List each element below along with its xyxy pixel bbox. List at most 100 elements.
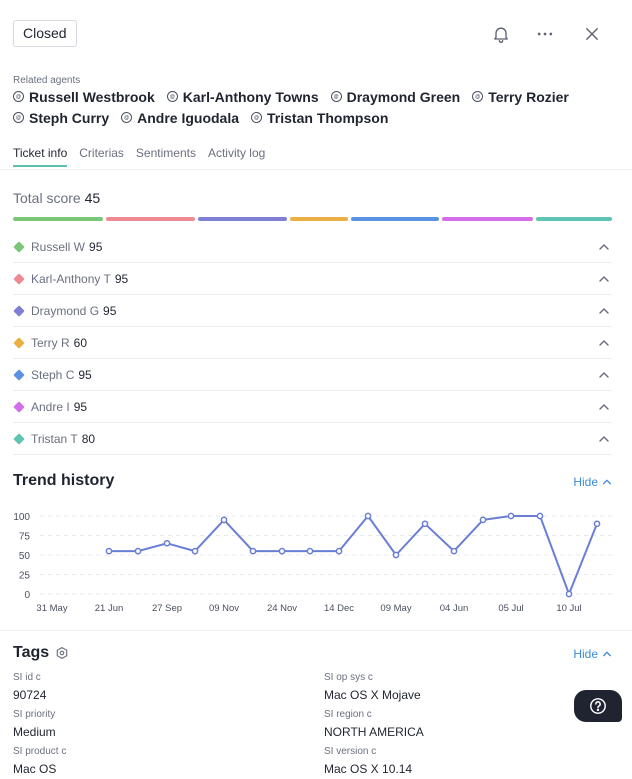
trend-line: [109, 515, 598, 595]
score-value: 95: [73, 399, 88, 414]
score-bar-segment: [197, 217, 288, 221]
score-row[interactable]: Tristan T 80: [13, 423, 612, 455]
score-agent-name: Steph C: [31, 367, 75, 382]
diamond-icon: [13, 400, 25, 413]
trend-hide-button[interactable]: Hide: [573, 475, 612, 489]
score-row[interactable]: Terry R 60: [13, 327, 612, 359]
trend-point[interactable]: [536, 512, 544, 520]
score-agent-name: Andre I: [31, 399, 70, 414]
trend-point[interactable]: [278, 547, 286, 555]
tags-title-label: Tags: [13, 644, 50, 661]
trend-point[interactable]: [220, 516, 228, 524]
trend-history-chart: 100 75 50 25 0 31 May 21 Jun 27 Sep 09 Nov 24 Nov…: [13, 512, 612, 614]
score-agent-name: Draymond G: [31, 303, 100, 318]
total-score-label: Total score: [13, 190, 81, 206]
agent-icon: @: [166, 91, 178, 102]
trend-point[interactable]: [421, 520, 429, 528]
trend-point[interactable]: [593, 520, 601, 528]
trend-point[interactable]: [335, 547, 343, 555]
related-agents-list: @ Russell Westbrook @ Karl-Anthony Towns @…: [13, 86, 613, 128]
close-icon[interactable]: [580, 22, 604, 46]
tag-item: SI id c 90724: [13, 672, 46, 703]
score-row[interactable]: Steph C 95: [13, 359, 612, 391]
tab-ticket-info[interactable]: Ticket info: [13, 145, 68, 169]
diamond-icon: [13, 432, 25, 445]
more-horizontal-icon[interactable]: [533, 22, 557, 46]
tags-hide-label: Hide: [573, 647, 598, 661]
chevron-up-icon[interactable]: [598, 369, 610, 381]
agent-chip[interactable]: @ Draymond Green: [330, 89, 460, 105]
diamond-icon: [13, 336, 25, 349]
total-score: Total score 45: [13, 190, 100, 206]
chevron-up-icon[interactable]: [598, 241, 610, 253]
trend-point[interactable]: [364, 512, 372, 520]
x-tick-label: 05 Jul: [498, 603, 523, 614]
score-bar-segment: [442, 217, 533, 221]
trend-point[interactable]: [163, 539, 171, 547]
chevron-up-icon[interactable]: [598, 337, 610, 349]
trend-point[interactable]: [306, 547, 314, 555]
section-divider: [0, 630, 632, 631]
y-tick-label: 100: [13, 512, 30, 523]
diamond-icon: [13, 304, 25, 317]
tag-value: Mac OS: [13, 762, 57, 776]
chevron-up-icon[interactable]: [598, 401, 610, 413]
y-tick-label: 25: [19, 571, 31, 582]
tab-criterias[interactable]: Criterias: [79, 146, 124, 160]
diamond-icon: [13, 240, 25, 253]
score-agent-name: Russell W: [31, 239, 86, 254]
gear-icon[interactable]: [55, 646, 69, 660]
question-icon: [590, 698, 606, 714]
agent-icon: @: [251, 112, 263, 123]
agent-icon: @: [13, 91, 24, 102]
agent-chip[interactable]: @ Karl-Anthony Towns: [166, 89, 319, 105]
trend-point[interactable]: [507, 512, 515, 520]
score-row[interactable]: Draymond G 95: [13, 295, 612, 327]
agent-chip[interactable]: @ Steph Curry: [13, 110, 109, 126]
score-row[interactable]: Karl-Anthony T 95: [13, 263, 612, 295]
score-agent-name: Karl-Anthony T: [31, 271, 111, 286]
x-tick-label: 21 Jun: [95, 603, 124, 614]
tag-item: SI region c NORTH AMERICA: [324, 709, 424, 740]
tag-value: Mac OS X Mojave: [324, 688, 421, 702]
trend-point[interactable]: [450, 547, 458, 555]
x-tick-label: 14 Dec: [324, 603, 354, 614]
score-value: 60: [73, 335, 88, 350]
agent-chip[interactable]: @ Tristan Thompson: [251, 110, 388, 126]
trend-point[interactable]: [134, 547, 142, 555]
agent-score-list: Russell W 95 Karl-Anthony T 95 Draymond G 95 T…: [13, 231, 612, 455]
tab-sentiments[interactable]: Sentiments: [135, 146, 196, 160]
trend-point[interactable]: [392, 551, 400, 559]
tag-label: SI id c: [13, 672, 41, 683]
tab-activity-log[interactable]: Activity log: [207, 146, 266, 160]
score-row[interactable]: Andre I 95: [13, 391, 612, 423]
tag-value: NORTH AMERICA: [324, 725, 424, 739]
trend-point[interactable]: [249, 547, 257, 555]
bell-icon[interactable]: [489, 22, 513, 46]
x-tick-label: 27 Sep: [152, 603, 182, 614]
trend-point[interactable]: [191, 547, 199, 555]
tabs-divider: [0, 169, 632, 170]
chevron-up-icon[interactable]: [598, 305, 610, 317]
score-value: 95: [89, 239, 103, 254]
score-row[interactable]: Russell W 95: [13, 231, 612, 263]
chevron-up-icon[interactable]: [598, 433, 610, 445]
agent-line-1: @ Russell Westbrook @ Karl-Anthony Towns @…: [13, 86, 613, 107]
chevron-up-icon[interactable]: [598, 273, 610, 285]
agent-chip[interactable]: @ Terry Rozier: [472, 89, 569, 105]
agent-chip[interactable]: @ Andre Iguodala: [121, 110, 239, 126]
status-badge[interactable]: Closed: [13, 20, 77, 47]
trend-point[interactable]: [105, 547, 113, 555]
tag-value: Medium: [13, 725, 56, 739]
tags-hide-button[interactable]: Hide: [573, 647, 612, 661]
score-bar-segment: [350, 217, 440, 221]
help-button[interactable]: [574, 690, 622, 722]
trend-point[interactable]: [565, 590, 573, 598]
y-tick-label: 0: [24, 590, 30, 601]
tags-grid: SI id c 90724 SI op sys c Mac OS X Mojav…: [13, 672, 613, 779]
y-tick-label: 75: [19, 532, 31, 543]
y-tick-label: 50: [19, 551, 31, 562]
trend-point[interactable]: [479, 516, 487, 524]
x-tick-label: 24 Nov: [267, 603, 297, 614]
agent-chip[interactable]: @ Russell Westbrook: [13, 89, 155, 105]
